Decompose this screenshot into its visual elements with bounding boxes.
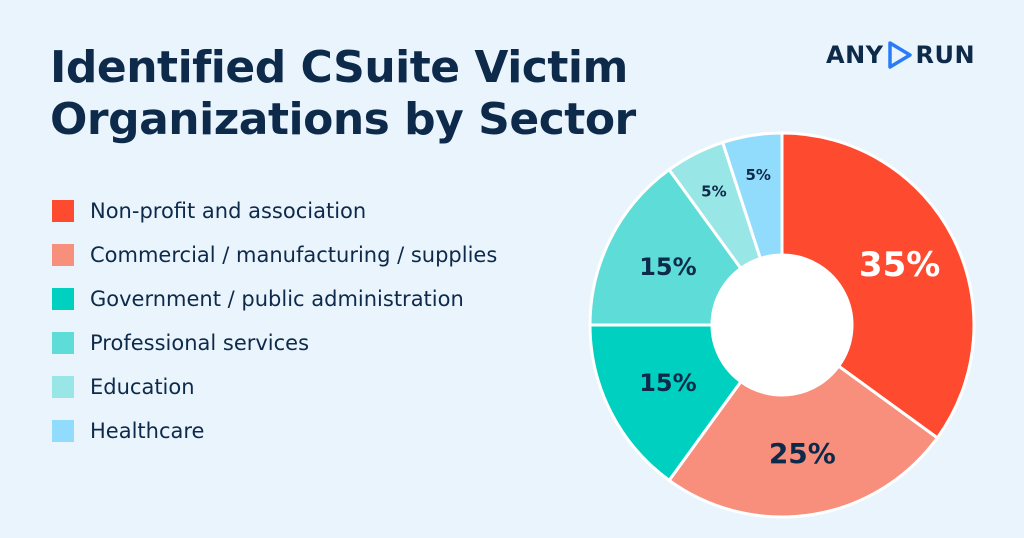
logo-text-right: RUN [915,41,976,69]
legend-item-education: Education [52,375,497,399]
slice-label-education: 5% [701,182,726,200]
slice-commercial [667,364,939,519]
slice-label-nonprofit: 35% [859,245,940,285]
slice-professional [588,168,743,327]
legend-label-commercial: Commercial / manufacturing / supplies [90,243,498,267]
slice-nonprofit [780,131,976,440]
legend-item-government: Government / public administration [52,287,497,311]
title-line-2: Organizations by Sector [50,94,636,145]
title-line-1: Identified CSuite Victim [50,42,628,93]
legend-swatch-education [52,376,74,398]
legend-label-healthcare: Healthcare [90,419,205,443]
slice-healthcare [721,131,784,260]
legend-item-professional: Professional services [52,331,497,355]
legend-swatch-professional [52,332,74,354]
chart-title: Identified CSuite Victim Organizations b… [50,42,636,146]
slice-label-commercial: 25% [769,437,836,470]
donut-hole [713,256,851,394]
chart-legend: Non-profit and association Commercial / … [52,199,498,464]
play-triangle-icon [887,41,912,69]
legend-item-nonprofit: Non-profit and association [52,199,497,223]
legend-swatch-healthcare [52,420,74,442]
slice-label-healthcare: 5% [745,166,770,184]
legend-label-nonprofit: Non-profit and association [90,199,367,223]
legend-label-professional: Professional services [90,331,310,355]
legend-swatch-nonprofit [52,200,74,222]
any-run-logo: ANY RUN [826,40,975,70]
legend-item-commercial: Commercial / manufacturing / supplies [52,243,498,267]
legend-label-government: Government / public administration [90,287,464,311]
legend-swatch-government [52,288,74,310]
legend-label-education: Education [90,375,195,399]
legend-swatch-commercial [52,244,74,266]
slice-government [588,323,743,482]
logo-text-left: ANY [826,41,884,69]
legend-item-healthcare: Healthcare [52,419,497,443]
slice-label-professional: 15% [639,253,696,281]
slice-label-government: 15% [639,369,696,397]
